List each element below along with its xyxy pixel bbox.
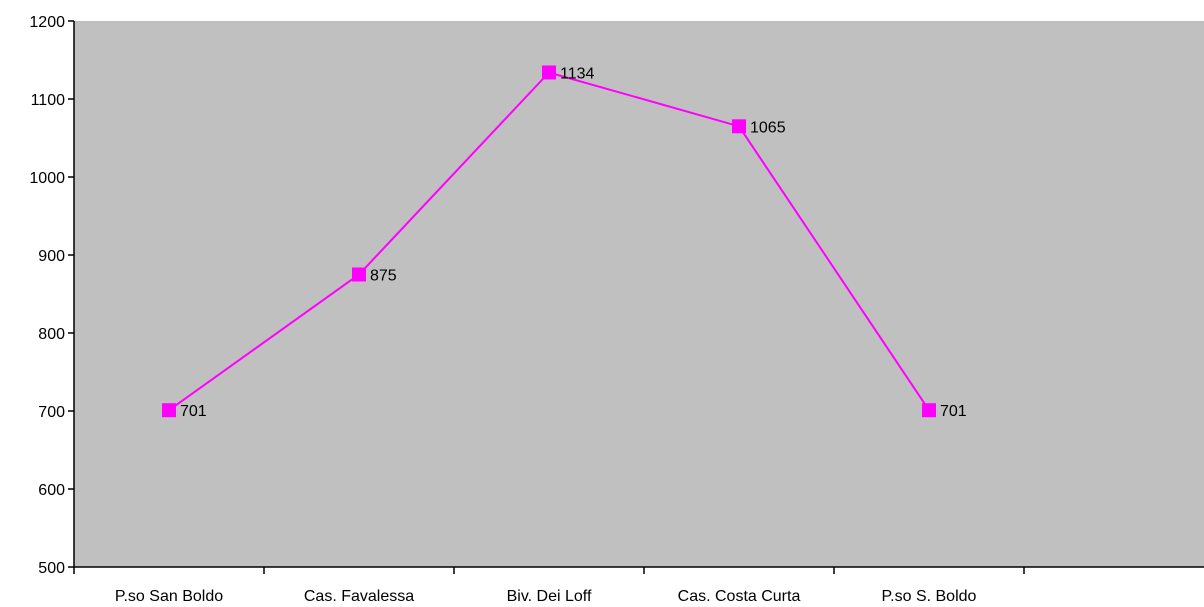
x-axis-ticks: P.so San Boldo Cas. Favalessa Biv. Dei Lof… [73, 567, 1025, 605]
y-tick-label: 700 [38, 404, 65, 421]
x-tick-label: Cas. Costa Curta [678, 588, 801, 605]
data-point-marker [352, 267, 366, 282]
x-tick-label: Biv. Dei Loff [507, 588, 592, 605]
x-tick-label: Cas. Favalessa [304, 588, 414, 605]
data-label: 701 [180, 403, 207, 420]
data-point-marker [732, 119, 746, 134]
series-layer: 701 875 1134 1065 701 [162, 65, 967, 420]
data-point-marker [542, 65, 556, 80]
plot-area [74, 21, 1204, 567]
data-point-marker [162, 403, 176, 418]
y-tick-label: 900 [38, 248, 65, 265]
data-label: 1065 [750, 119, 786, 136]
y-tick-label: 1200 [29, 14, 65, 31]
data-label: 1134 [560, 65, 595, 82]
y-tick-label: 600 [38, 482, 65, 499]
x-tick-label: P.so S. Boldo [882, 588, 977, 605]
y-tick-label: 500 [38, 560, 65, 577]
data-point-marker [922, 403, 936, 418]
y-axis-ticks: 500 600 700 800 900 1000 1100 1200 [29, 14, 74, 577]
y-tick-label: 1000 [29, 170, 65, 187]
x-tick-label: P.so San Boldo [115, 588, 223, 605]
data-label: 701 [940, 403, 967, 420]
y-tick-label: 1100 [31, 92, 66, 109]
y-tick-label: 800 [38, 326, 65, 343]
data-label: 875 [370, 268, 397, 285]
